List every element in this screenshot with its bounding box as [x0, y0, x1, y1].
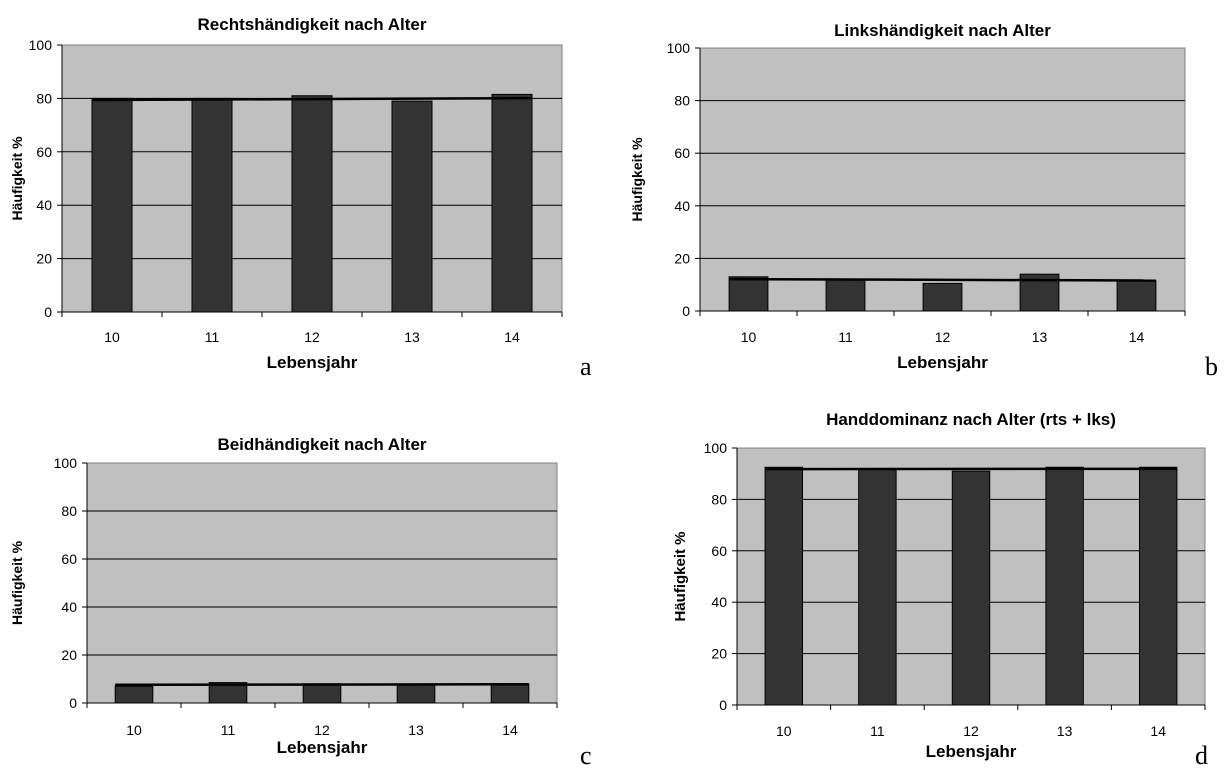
- y-tick-label: 80: [36, 90, 52, 106]
- y-tick-label: 20: [36, 251, 52, 267]
- chart-svg: 0 20 40 60 80 100 10 11 12 13 14 Linkshändigkeit na…: [629, 21, 1186, 372]
- bar: [291, 95, 333, 313]
- bar: [922, 282, 963, 312]
- x-tick-label: 13: [1057, 723, 1073, 739]
- bar: [1045, 466, 1084, 706]
- y-tick-label: 0: [44, 304, 52, 320]
- chart-title: Handdominanz nach Alter (rts + lks): [826, 410, 1116, 429]
- x-tick-label: 13: [1032, 329, 1048, 345]
- x-axis-label: Lebensjahr: [267, 353, 358, 372]
- bar: [491, 93, 533, 313]
- x-tick-label: 12: [963, 723, 979, 739]
- x-tick-label: 10: [126, 722, 142, 738]
- bar: [728, 276, 769, 312]
- x-tick-label: 11: [205, 329, 220, 345]
- bar: [490, 683, 530, 704]
- x-tick-label: 12: [935, 329, 951, 345]
- y-tick-label: 20: [711, 646, 727, 662]
- bar: [114, 685, 154, 704]
- x-axis-label: Lebensjahr: [897, 353, 988, 372]
- x-tick-label: 10: [741, 329, 757, 345]
- chart-svg: 0 20 40 60 80 100 10 11 12 13 14 Beidhändigkeit nac…: [9, 435, 558, 757]
- x-tick-label: 14: [1150, 723, 1166, 739]
- y-tick-label: 20: [674, 250, 690, 266]
- bar: [825, 278, 866, 312]
- bar: [764, 466, 804, 706]
- x-tick-label: 10: [104, 329, 120, 345]
- x-tick-label: 11: [838, 329, 853, 345]
- bar: [1116, 280, 1157, 312]
- y-tick-label: 60: [36, 144, 52, 160]
- panel-letter: c: [580, 741, 592, 770]
- chart-svg: 0 20 40 60 80 100 10 11 12 13 14 Rechtshändigkeit n…: [9, 15, 563, 372]
- panel-letter: b: [1205, 352, 1218, 381]
- x-tick-label: 14: [502, 722, 518, 738]
- x-tick-label: 14: [504, 329, 520, 345]
- x-tick-label: 10: [776, 723, 792, 739]
- y-tick-label: 100: [667, 40, 691, 56]
- y-tick-label: 40: [711, 594, 727, 610]
- x-tick-label: 12: [314, 722, 330, 738]
- y-tick-label: 0: [719, 697, 727, 713]
- x-axis-label: Lebensjahr: [277, 738, 368, 757]
- y-tick-label: 0: [69, 695, 77, 711]
- y-tick-label: 60: [674, 145, 690, 161]
- x-tick-label: 13: [404, 329, 420, 345]
- bar: [391, 100, 433, 313]
- y-tick-label: 100: [54, 455, 78, 471]
- plot-area: [699, 47, 1186, 312]
- y-tick-label: 80: [61, 503, 77, 519]
- y-tick-label: 100: [29, 37, 53, 53]
- chart-panel-c: 0 20 40 60 80 100 10 11 12 13 14 Beidhändigkeit nac…: [0, 395, 600, 774]
- y-tick-label: 80: [674, 93, 690, 109]
- bar: [302, 683, 342, 704]
- bar: [1138, 466, 1178, 706]
- bar: [91, 97, 133, 313]
- panel-letter: d: [1195, 741, 1208, 770]
- y-tick-label: 40: [36, 197, 52, 213]
- bar: [208, 682, 248, 704]
- x-tick-label: 12: [304, 329, 320, 345]
- x-tick-label: 11: [870, 723, 885, 739]
- y-tick-label: 80: [711, 491, 727, 507]
- chart-title: Linkshändigkeit nach Alter: [834, 21, 1051, 40]
- bar: [396, 684, 436, 704]
- x-tick-label: 13: [408, 722, 424, 738]
- plot-area: [86, 462, 558, 704]
- panel-letter: a: [580, 352, 592, 381]
- trend-line: [91, 96, 533, 102]
- x-tick-label: 14: [1129, 329, 1145, 345]
- bar: [858, 468, 897, 706]
- bar: [191, 97, 233, 313]
- y-axis-label: Häufigkeit %: [9, 540, 25, 625]
- x-tick-label: 11: [221, 722, 236, 738]
- chart-panel-d: 0 20 40 60 80 100 10 11 12 13 14 Handdominanz nach …: [610, 395, 1224, 774]
- chart-title: Beidhändigkeit nach Alter: [217, 435, 426, 454]
- y-tick-label: 0: [682, 303, 690, 319]
- trend-line: [729, 277, 1156, 282]
- y-tick-label: 40: [61, 599, 77, 615]
- chart-title: Rechtshändigkeit nach Alter: [198, 15, 427, 34]
- y-tick-label: 40: [674, 198, 690, 214]
- y-tick-label: 20: [61, 647, 77, 663]
- y-tick-label: 60: [711, 543, 727, 559]
- y-axis-label: Häufigkeit %: [629, 137, 645, 222]
- y-tick-label: 100: [704, 440, 728, 456]
- y-tick-label: 60: [61, 551, 77, 567]
- chart-svg: 0 20 40 60 80 100 10 11 12 13 14 Handdominanz nach …: [672, 410, 1206, 761]
- x-axis-label: Lebensjahr: [926, 742, 1017, 761]
- chart-panel-b: 0 20 40 60 80 100 10 11 12 13 14 Linkshändigkeit na…: [610, 0, 1224, 385]
- y-axis-label: Häufigkeit %: [672, 531, 689, 621]
- bar: [951, 470, 991, 706]
- y-axis-label: Häufigkeit %: [9, 136, 25, 221]
- chart-panel-a: 0 20 40 60 80 100 10 11 12 13 14 Rechtshändigkeit n…: [0, 0, 600, 385]
